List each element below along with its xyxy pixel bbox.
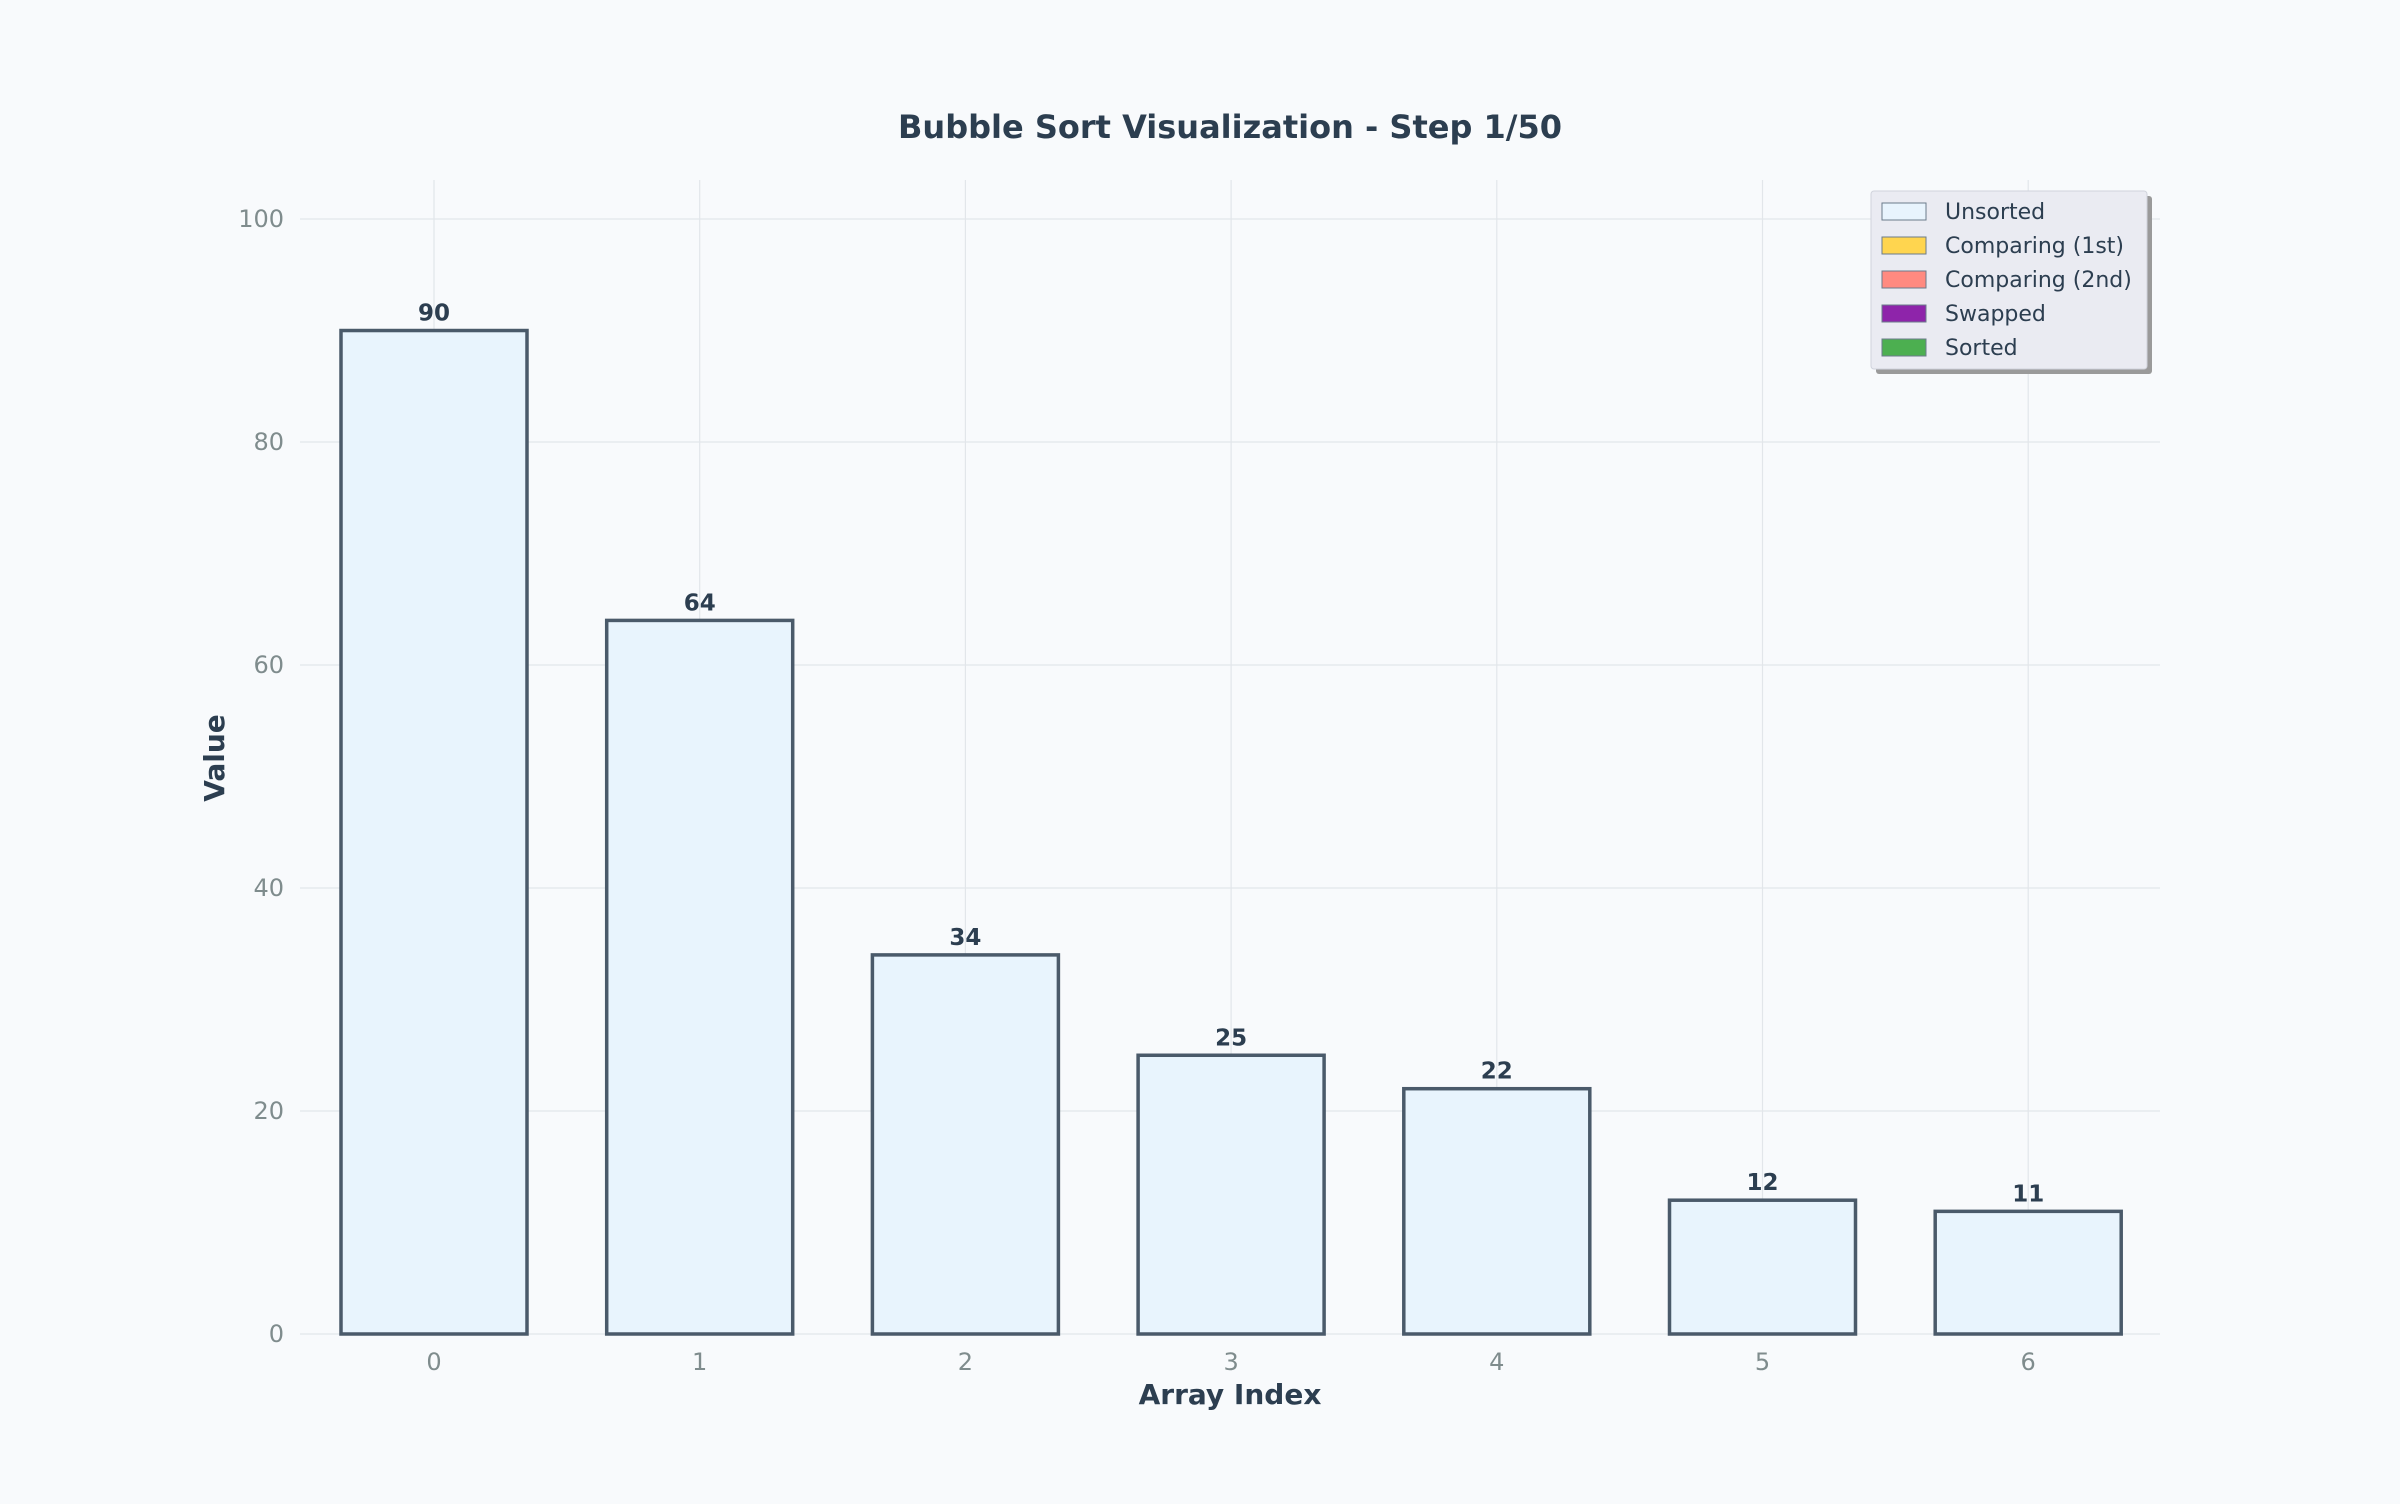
- x-tick-label-3: 3: [1223, 1348, 1238, 1376]
- legend-label-comparing2: Comparing (2nd): [1945, 268, 2132, 293]
- x-tick-labels: 0 1 2 3 4 5 6: [426, 1348, 2035, 1376]
- value-labels: 90 64 34 25 22 12 11: [418, 301, 2044, 1208]
- y-tick-label-1: 20: [253, 1097, 284, 1125]
- x-tick-label-5: 5: [1755, 1348, 1770, 1376]
- value-label-2: 34: [949, 925, 981, 951]
- x-tick-label-1: 1: [692, 1348, 707, 1376]
- bar-1: [604, 618, 795, 1336]
- bars: [339, 328, 2123, 1336]
- legend-swatch-swapped: [1881, 304, 1927, 323]
- y-tick-labels: 0 20 40 60 80 100: [238, 205, 284, 1348]
- value-label-1: 64: [684, 590, 716, 616]
- y-tick-label-2: 40: [253, 874, 284, 902]
- bar-5: [1667, 1198, 1858, 1336]
- y-tick-label-5: 100: [238, 205, 284, 233]
- legend-entries: Unsorted Comparing (1st) Comparing (2nd) Sw…: [1881, 200, 2132, 361]
- x-tick-label-2: 2: [958, 1348, 973, 1376]
- y-tick-label-4: 80: [253, 428, 284, 456]
- bar-4: [1402, 1086, 1592, 1336]
- bar-3: [1136, 1053, 1326, 1336]
- chart-title: Bubble Sort Visualization - Step 1/50: [898, 108, 1562, 146]
- legend-swatch-comparing2: [1881, 270, 1927, 289]
- y-axis-label: Value: [198, 714, 231, 802]
- legend-label-swapped: Swapped: [1945, 302, 2046, 327]
- x-tick-label-4: 4: [1489, 1348, 1504, 1376]
- x-axis-label: Array Index: [1139, 1378, 1322, 1411]
- value-label-0: 90: [418, 301, 450, 327]
- value-label-3: 25: [1215, 1025, 1247, 1051]
- y-tick-label-3: 60: [253, 651, 284, 679]
- legend: Unsorted Comparing (1st) Comparing (2nd) Sw…: [1870, 190, 2152, 374]
- bar-6: [1933, 1209, 2123, 1336]
- value-label-4: 22: [1481, 1059, 1513, 1085]
- legend-swatch-unsorted: [1881, 202, 1927, 221]
- bar-2: [870, 953, 1061, 1336]
- legend-label-comparing1: Comparing (1st): [1945, 234, 2124, 259]
- x-tick-label-6: 6: [2021, 1348, 2036, 1376]
- legend-swatch-comparing1: [1881, 236, 1927, 255]
- legend-box: [1870, 190, 2148, 370]
- y-tick-label-0: 0: [269, 1320, 284, 1348]
- bar-0: [339, 328, 529, 1336]
- legend-label-unsorted: Unsorted: [1945, 200, 2045, 225]
- x-tick-label-0: 0: [426, 1348, 441, 1376]
- legend-swatch-sorted: [1881, 338, 1927, 357]
- legend-label-sorted: Sorted: [1945, 336, 2018, 361]
- value-label-6: 11: [2012, 1181, 2044, 1207]
- value-label-5: 12: [1746, 1170, 1778, 1196]
